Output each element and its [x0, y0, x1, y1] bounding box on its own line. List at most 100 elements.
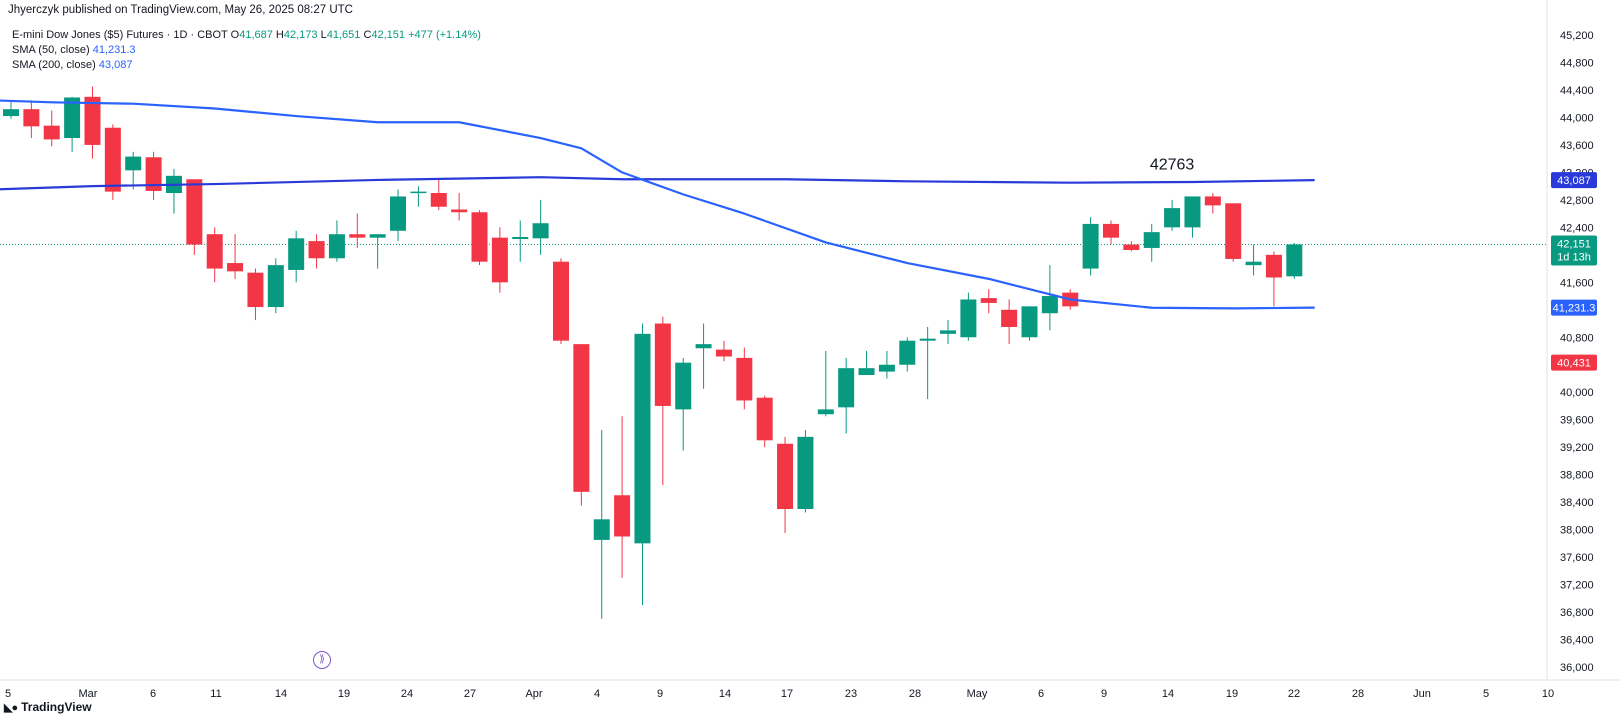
candle-body — [756, 397, 773, 441]
x-tick-label: 5 — [5, 688, 11, 700]
marker-price-label: 40,431 — [1557, 358, 1591, 370]
candle-body — [858, 368, 875, 376]
candle-body — [695, 344, 712, 349]
candle-body — [532, 223, 549, 239]
candle-body — [919, 338, 936, 341]
y-tick-label: 36,000 — [1560, 662, 1594, 674]
candle-body — [145, 157, 162, 191]
x-tick-label: May — [967, 688, 988, 700]
candle-body — [491, 237, 508, 283]
candle-body — [390, 196, 407, 231]
last-price-label: 42,151 — [1557, 238, 1591, 250]
candle-body — [736, 357, 753, 401]
candle-body — [1184, 196, 1201, 228]
y-tick-label: 38,800 — [1560, 470, 1594, 482]
candle-body — [3, 109, 19, 117]
candle-body — [552, 261, 569, 341]
y-tick-label: 41,600 — [1560, 277, 1594, 289]
sma50-price-label: 41,231.3 — [1553, 303, 1596, 315]
candle-body — [817, 409, 834, 415]
publisher-caption: Jhyerczyk published on TradingView.com, … — [8, 4, 353, 16]
candle-body — [1041, 296, 1058, 314]
candle-body — [267, 265, 284, 308]
x-tick-label: Mar — [79, 688, 98, 700]
candle-body — [960, 299, 977, 338]
y-tick-label: 44,000 — [1560, 112, 1594, 124]
candle-body — [186, 179, 203, 245]
legend-low-value: 41,651 — [326, 29, 361, 41]
footer-brand[interactable]: ◣● TradingView — [4, 700, 92, 714]
legend-close-label: C — [363, 29, 372, 41]
x-tick-label: 10 — [1542, 688, 1554, 700]
candle-body — [593, 519, 610, 540]
candle-body — [125, 156, 142, 171]
y-tick-label: 37,200 — [1560, 580, 1594, 592]
legend-close-value: 42,151 — [371, 29, 406, 41]
y-tick-label: 40,800 — [1560, 332, 1594, 344]
legend-symbol-row[interactable]: E-mini Dow Jones ($5) Futures · 1D · CBO… — [12, 28, 481, 43]
candle-body — [1082, 223, 1099, 269]
candle-body — [980, 298, 997, 303]
candle-body — [206, 234, 223, 269]
replay-arrow-icon[interactable]: ⟫ — [313, 651, 331, 669]
candle-body — [940, 330, 957, 334]
candle-body — [614, 495, 631, 537]
footer-brand-label: TradingView — [21, 700, 92, 714]
x-tick-label: 27 — [464, 688, 476, 700]
candle-body — [430, 193, 447, 207]
candle-body — [777, 443, 794, 509]
candle-body — [512, 236, 529, 240]
x-tick-label: 9 — [1101, 688, 1107, 700]
candle-body — [1245, 261, 1262, 266]
legend-change: +477 (+1.14%) — [408, 29, 481, 41]
legend-sma50-row[interactable]: SMA (50, close) 41,231.3 — [12, 43, 481, 58]
x-tick-label: 14 — [275, 688, 287, 700]
legend-sma200-row[interactable]: SMA (200, close) 43,087 — [12, 58, 481, 73]
candle-body — [308, 241, 325, 259]
candle-body — [654, 323, 671, 406]
candle-body — [634, 333, 651, 544]
candle-body — [573, 344, 590, 492]
y-tick-label: 45,200 — [1560, 30, 1594, 42]
y-tick-label: 42,800 — [1560, 195, 1594, 207]
candle-body — [328, 234, 345, 259]
y-tick-label: 44,800 — [1560, 57, 1594, 69]
x-tick-label: 4 — [594, 688, 600, 700]
last-price-label-bg — [1551, 235, 1597, 266]
candle-body — [1164, 208, 1181, 228]
candle-body — [1001, 309, 1018, 327]
x-tick-label: 14 — [719, 688, 731, 700]
candle-body — [715, 349, 732, 357]
x-tick-label: 28 — [1352, 688, 1364, 700]
x-tick-label: 24 — [401, 688, 413, 700]
candle-body — [878, 364, 895, 372]
legend-sma50-label: SMA (50, close) — [12, 44, 90, 56]
countdown-label: 1d 13h — [1557, 251, 1591, 263]
candle-body — [899, 340, 916, 365]
y-tick-label: 36,800 — [1560, 607, 1594, 619]
candle-body — [471, 212, 488, 262]
x-tick-label: Jun — [1413, 688, 1431, 700]
y-tick-label: 39,200 — [1560, 442, 1594, 454]
x-tick-label: 9 — [657, 688, 663, 700]
x-tick-label: 19 — [338, 688, 350, 700]
candle-body — [797, 436, 814, 509]
candle-body — [451, 209, 468, 213]
candle-body — [369, 234, 386, 238]
y-tick-label: 38,000 — [1560, 525, 1594, 537]
y-tick-label: 43,600 — [1560, 140, 1594, 152]
sma50-line — [0, 99, 1315, 310]
sma200-line — [0, 176, 1315, 191]
candle-body — [1225, 203, 1242, 259]
candle-body — [1286, 244, 1303, 277]
candle-body — [23, 109, 40, 127]
marker-price-label-bg — [1551, 354, 1597, 371]
legend-sma200-value: 43,087 — [98, 59, 133, 71]
candle-body — [1265, 254, 1282, 278]
candle-body — [84, 96, 101, 145]
x-tick-label: 22 — [1288, 688, 1300, 700]
legend-symbol: E-mini Dow Jones ($5) Futures · 1D · CBO… — [12, 29, 228, 41]
candle-body — [227, 263, 244, 272]
y-tick-label: 44,400 — [1560, 85, 1594, 97]
